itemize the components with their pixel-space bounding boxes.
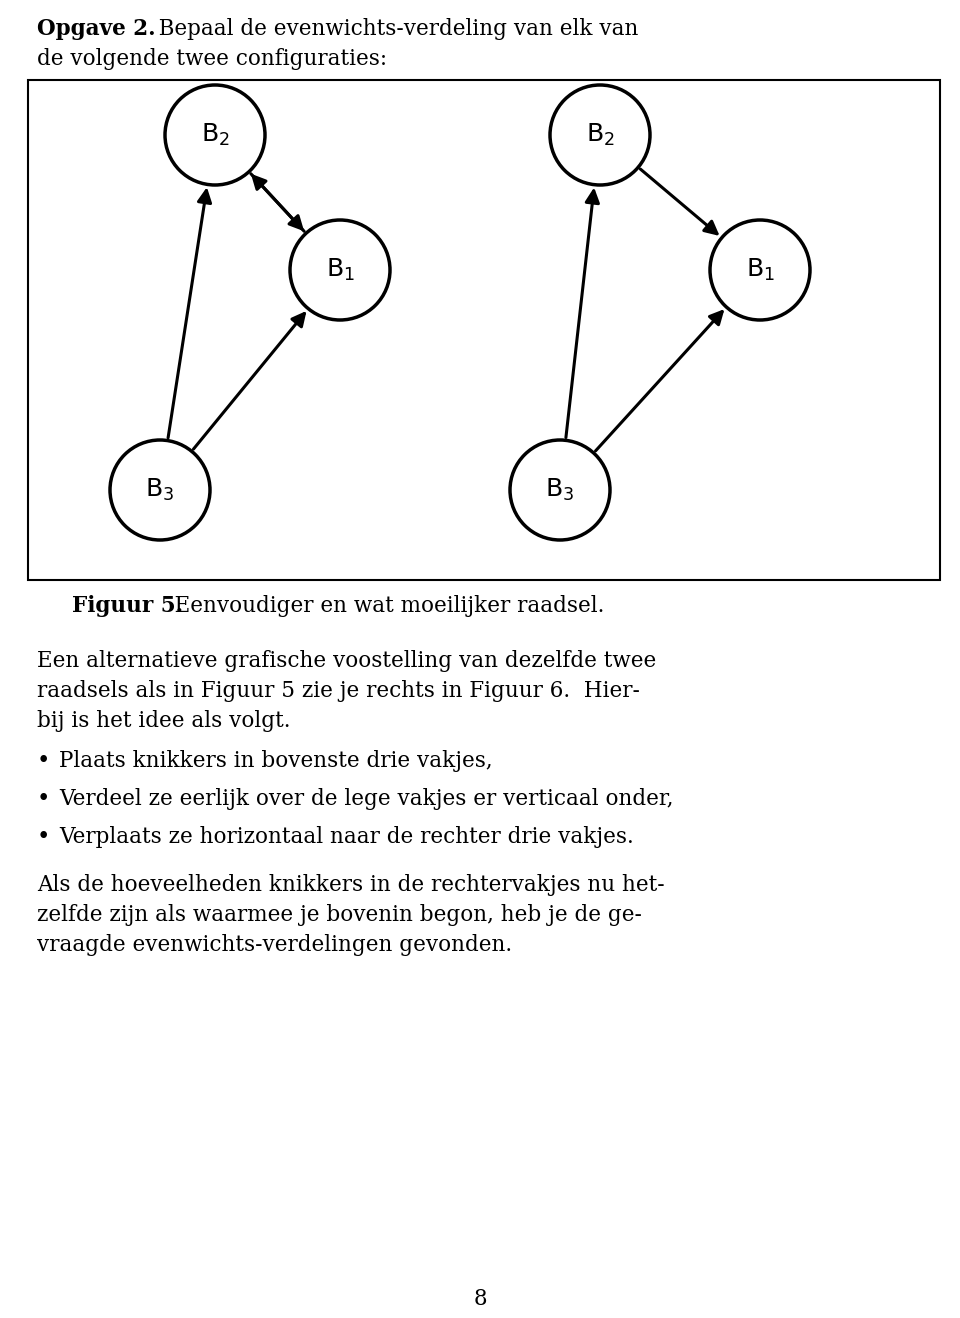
Text: Plaats knikkers in bovenste drie vakjes,: Plaats knikkers in bovenste drie vakjes, bbox=[59, 750, 492, 772]
Text: 8: 8 bbox=[473, 1288, 487, 1310]
Text: Bepaal de evenwichts-verdeling van elk van: Bepaal de evenwichts-verdeling van elk v… bbox=[145, 18, 638, 40]
Text: Verdeel ze eerlijk over de lege vakjes er verticaal onder,: Verdeel ze eerlijk over de lege vakjes e… bbox=[59, 788, 674, 811]
Circle shape bbox=[290, 220, 390, 320]
Text: Als de hoeveelheden knikkers in de rechtervakjes nu het-: Als de hoeveelheden knikkers in de recht… bbox=[37, 874, 664, 896]
Circle shape bbox=[550, 84, 650, 185]
Text: Opgave 2.: Opgave 2. bbox=[37, 18, 156, 40]
Circle shape bbox=[165, 84, 265, 185]
Text: Eenvoudiger en wat moeilijker raadsel.: Eenvoudiger en wat moeilijker raadsel. bbox=[154, 594, 605, 617]
Text: Een alternatieve grafische voostelling van dezelfde twee: Een alternatieve grafische voostelling v… bbox=[37, 650, 657, 672]
Text: $\mathrm{B}_2$: $\mathrm{B}_2$ bbox=[586, 121, 614, 148]
Text: Verplaats ze horizontaal naar de rechter drie vakjes.: Verplaats ze horizontaal naar de rechter… bbox=[59, 826, 634, 847]
Text: $\mathrm{B}_2$: $\mathrm{B}_2$ bbox=[201, 121, 229, 148]
Circle shape bbox=[110, 440, 210, 540]
Text: •: • bbox=[37, 788, 50, 811]
Text: bij is het idee als volgt.: bij is het idee als volgt. bbox=[37, 710, 291, 731]
Circle shape bbox=[710, 220, 810, 320]
Text: $\mathrm{B}_1$: $\mathrm{B}_1$ bbox=[325, 257, 354, 283]
Text: vraagde evenwichts-verdelingen gevonden.: vraagde evenwichts-verdelingen gevonden. bbox=[37, 934, 512, 956]
Text: •: • bbox=[37, 750, 50, 772]
Bar bbox=[28, 80, 940, 580]
Text: •: • bbox=[37, 826, 50, 847]
Text: $\mathrm{B}_3$: $\mathrm{B}_3$ bbox=[545, 477, 575, 503]
Text: Figuur 5.: Figuur 5. bbox=[72, 594, 183, 617]
Text: zelfde zijn als waarmee je bovenin begon, heb je de ge-: zelfde zijn als waarmee je bovenin begon… bbox=[37, 904, 642, 927]
Text: $\mathrm{B}_3$: $\mathrm{B}_3$ bbox=[145, 477, 175, 503]
Text: de volgende twee configuraties:: de volgende twee configuraties: bbox=[37, 47, 387, 70]
Circle shape bbox=[510, 440, 610, 540]
Text: raadsels als in Figuur 5 zie je rechts in Figuur 6.  Hier-: raadsels als in Figuur 5 zie je rechts i… bbox=[37, 680, 640, 702]
Text: $\mathrm{B}_1$: $\mathrm{B}_1$ bbox=[746, 257, 775, 283]
